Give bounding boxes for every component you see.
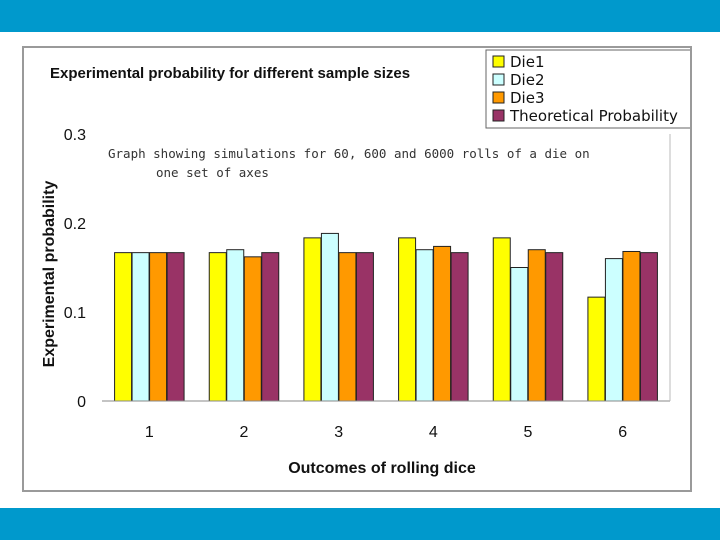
- bar-theoretical-probability-4: [450, 252, 469, 402]
- bottom-band: [0, 508, 720, 540]
- x-ticks: 1 2 3 4 5 6: [145, 424, 627, 441]
- annotation-line-1: Graph showing simulations for 60, 600 an…: [108, 146, 590, 161]
- legend-box: [485, 49, 690, 129]
- bars: [114, 232, 658, 402]
- x-axis-label: Outcomes of rolling dice: [288, 460, 476, 477]
- bar-chart: Experimental probability for different s…: [41, 49, 690, 477]
- legend-label: Die2: [510, 71, 545, 89]
- bar-die1-2: [208, 252, 227, 402]
- x-tick-label: 1: [145, 424, 154, 441]
- chart-frame: Experimental probability for different s…: [22, 46, 692, 492]
- chart-title: Experimental probability for different s…: [50, 65, 410, 82]
- bar-theoretical-probability-3: [355, 252, 374, 402]
- bar-die1-3: [303, 237, 322, 402]
- bar-die3-2: [243, 256, 262, 402]
- x-tick-label: 3: [334, 424, 343, 441]
- bar-die3-1: [149, 252, 168, 402]
- bar-die3-6: [622, 250, 641, 402]
- bar-theoretical-probability-1: [166, 252, 185, 402]
- annotation-box: [102, 138, 668, 182]
- bar-die1-6: [587, 296, 606, 402]
- x-tick-label: 4: [429, 424, 438, 441]
- x-tick-label: 6: [618, 424, 627, 441]
- bar-theoretical-probability-6: [639, 252, 658, 402]
- bar-die2-6: [604, 258, 623, 402]
- x-tick-label: 5: [524, 424, 533, 441]
- legend-swatch: [492, 73, 505, 86]
- bar-die1-1: [114, 252, 133, 402]
- bar-die3-4: [433, 245, 452, 402]
- y-tick-label: 0: [77, 394, 86, 411]
- bar-die1-5: [492, 237, 511, 402]
- y-axis-label: Experimental probability: [41, 181, 58, 368]
- bar-die2-3: [320, 232, 339, 402]
- bar-die2-1: [131, 252, 150, 402]
- legend-swatch: [492, 91, 505, 104]
- annotation: Graph showing simulations for 60, 600 an…: [102, 138, 668, 182]
- legend-swatch: [492, 55, 505, 68]
- y-tick-label: 0.1: [64, 305, 86, 322]
- bar-die2-5: [510, 267, 529, 402]
- bar-theoretical-probability-5: [545, 252, 564, 402]
- y-tick-label: 0.2: [64, 216, 86, 233]
- y-ticks: 0 0.1 0.2 0.3: [64, 127, 86, 411]
- top-band: [0, 0, 720, 32]
- bar-die2-4: [415, 249, 434, 402]
- bar-die3-5: [527, 249, 546, 402]
- legend-swatch: [492, 109, 505, 122]
- x-tick-label: 2: [240, 424, 249, 441]
- legend-label: Die3: [510, 89, 545, 107]
- legend-label: Theoretical Probability: [509, 107, 678, 125]
- legend-label: Die1: [510, 53, 545, 71]
- bar-theoretical-probability-2: [261, 252, 280, 402]
- bar-die1-4: [398, 237, 417, 402]
- annotation-line-2: one set of axes: [156, 165, 269, 180]
- bar-die3-3: [338, 252, 357, 402]
- y-tick-label: 0.3: [64, 127, 86, 144]
- bar-die2-2: [226, 249, 245, 402]
